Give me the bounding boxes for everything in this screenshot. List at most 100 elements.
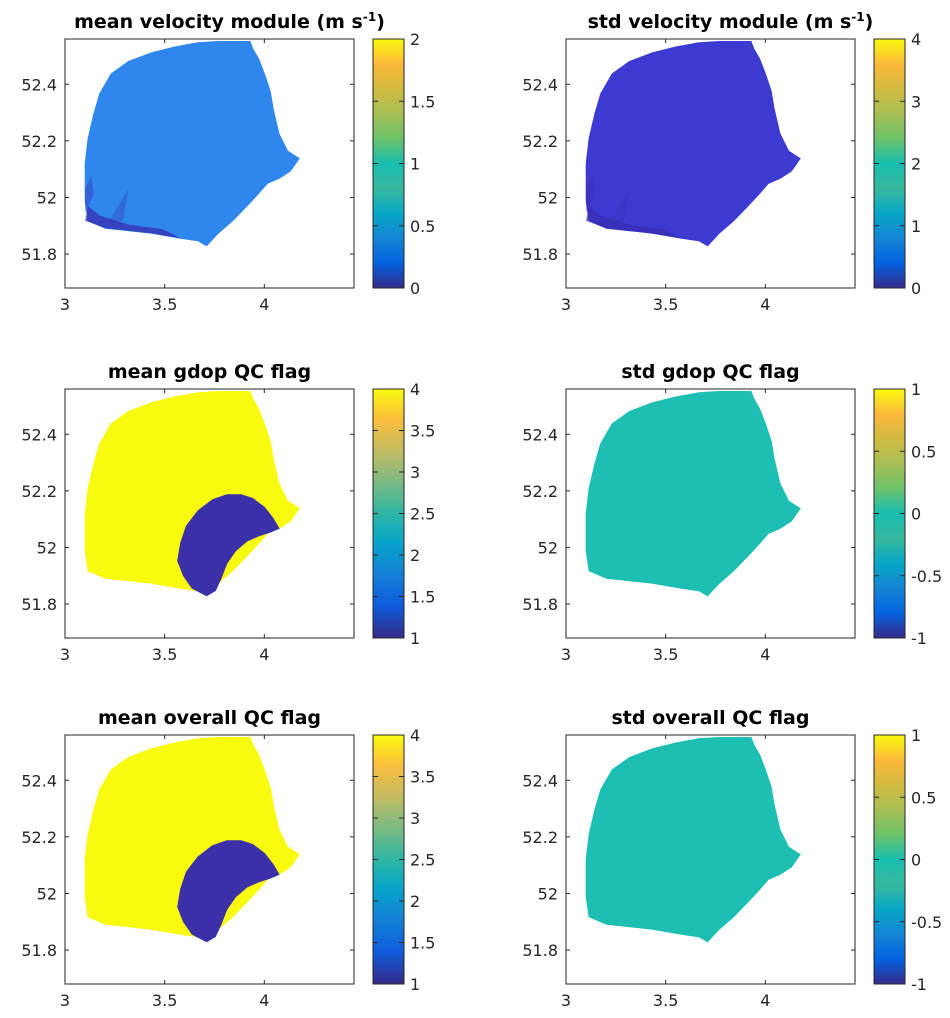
axes-frame (64, 388, 355, 639)
low-value-streak (586, 176, 595, 214)
title-superscript: -1 (851, 10, 864, 24)
title-text: std velocity module (m s (588, 11, 852, 33)
panel-5: mean overall QC flag 3 3.5 4 52.4 52.2 52 51.8 4… (21, 707, 435, 1010)
x-tick-label: 3 (60, 991, 70, 1010)
low-value-streak (108, 188, 129, 224)
panel-3: mean gdop QC flag 3 3.5 4 52.4 52.2 52 51.8 4 3.5… (21, 361, 435, 664)
low-value-streak (85, 176, 94, 214)
panel-4: std gdop QC flag 3 3.5 4 52.4 52.2 52 51.8 1 0.5 0… (522, 361, 942, 664)
x-tick-label: 3.5 (653, 991, 678, 1010)
panel-title: mean velocity module (m s-1) (74, 10, 385, 33)
x-tick-label: 4 (760, 645, 770, 664)
y-tick-label: 52.4 (522, 425, 558, 444)
y-tick-label: 52 (37, 884, 57, 903)
x-tick-label: 3.5 (152, 991, 177, 1010)
panel-title: mean gdop QC flag (108, 361, 311, 383)
colorbar-tick-label: 1.5 (410, 934, 435, 953)
x-tick-label: 3 (561, 295, 571, 314)
panel-title: std overall QC flag (612, 707, 810, 729)
title-text: ) (865, 11, 874, 33)
low-value-streak (586, 205, 682, 239)
colorbar-tick-label: 0.5 (410, 217, 435, 236)
x-tick-label: 3 (561, 645, 571, 664)
title-text: std gdop QC flag (621, 361, 799, 383)
y-tick-label: 51.8 (21, 941, 57, 960)
colorbar-tick-label: 2.5 (410, 851, 435, 870)
y-tick-label: 52 (37, 188, 57, 207)
colorbar-tick-label: 1 (911, 217, 921, 236)
y-tick-label: 52.4 (522, 75, 558, 94)
y-tick-label: 52.4 (522, 771, 558, 790)
axes-frame (565, 734, 856, 985)
y-tick-label: 51.8 (522, 595, 558, 614)
panel-1: mean velocity module (m s-1) 3 3.5 4 52.4 52.… (21, 10, 435, 314)
colorbar-tick-label: 2 (410, 30, 420, 49)
colorbar (373, 735, 404, 984)
colorbar-tick-label: 3 (410, 809, 420, 828)
x-tick-label: 4 (760, 295, 770, 314)
panel-title: std velocity module (m s-1) (588, 10, 874, 33)
colorbar (874, 389, 905, 638)
data-region (84, 391, 300, 597)
colorbar (373, 39, 404, 288)
y-tick-label: 51.8 (21, 245, 57, 264)
colorbar (874, 39, 905, 288)
colorbar-tick-label: 3.5 (410, 768, 435, 787)
axes-frame (64, 734, 355, 985)
panel-title: std gdop QC flag (621, 361, 799, 383)
colorbar-tick-label: 0 (911, 505, 921, 524)
data-region (585, 737, 801, 943)
colorbar-tick-label: 4 (410, 380, 420, 399)
colorbar-tick-label: -0.5 (911, 567, 942, 586)
title-text: mean velocity module (m s (74, 11, 363, 33)
data-region (585, 391, 801, 597)
low-flag-region (177, 494, 280, 597)
colorbar-tick-label: 2 (911, 155, 921, 174)
low-value-streak (609, 188, 630, 224)
x-tick-label: 4 (259, 991, 269, 1010)
y-tick-label: 51.8 (522, 941, 558, 960)
axes-frame (565, 388, 856, 639)
x-tick-label: 3.5 (152, 295, 177, 314)
x-tick-label: 3.5 (653, 645, 678, 664)
colorbar-tick-label: 3 (911, 92, 921, 111)
low-value-streak (85, 205, 181, 239)
title-text: mean overall QC flag (98, 707, 321, 729)
axes-frame (565, 38, 856, 289)
colorbar-tick-label: 0.5 (911, 788, 936, 807)
colorbar-tick-label: -1 (911, 975, 927, 994)
colorbar-tick-label: 0 (410, 279, 420, 298)
x-tick-label: 4 (259, 645, 269, 664)
x-tick-label: 4 (760, 991, 770, 1010)
colorbar-tick-label: 1 (410, 155, 420, 174)
y-tick-label: 52 (538, 538, 558, 557)
colorbar-tick-label: 0 (911, 851, 921, 870)
colorbar-tick-label: 1 (911, 726, 921, 745)
y-tick-label: 52.2 (21, 482, 57, 501)
colorbar-tick-label: 1.5 (410, 588, 435, 607)
y-tick-label: 52.2 (21, 828, 57, 847)
y-tick-label: 52 (37, 538, 57, 557)
y-tick-label: 52.2 (522, 132, 558, 151)
title-text: ) (376, 11, 385, 33)
axes-frame (64, 38, 355, 289)
title-superscript: -1 (363, 10, 376, 24)
colorbar-tick-label: 0.5 (911, 442, 936, 461)
y-tick-label: 52.2 (21, 132, 57, 151)
y-tick-label: 52.2 (522, 482, 558, 501)
y-tick-label: 52.4 (21, 75, 57, 94)
x-tick-label: 3.5 (653, 295, 678, 314)
colorbar (874, 735, 905, 984)
colorbar-tick-label: 1 (410, 975, 420, 994)
colorbar-tick-label: -1 (911, 629, 927, 648)
y-tick-label: 52 (538, 884, 558, 903)
x-tick-label: 4 (259, 295, 269, 314)
low-flag-region (177, 840, 280, 943)
colorbar-tick-label: 3.5 (410, 422, 435, 441)
colorbar (373, 389, 404, 638)
colorbar-tick-label: 4 (410, 726, 420, 745)
colorbar-tick-label: 2 (410, 892, 420, 911)
colorbar-tick-label: -0.5 (911, 913, 942, 932)
y-tick-label: 52 (538, 188, 558, 207)
